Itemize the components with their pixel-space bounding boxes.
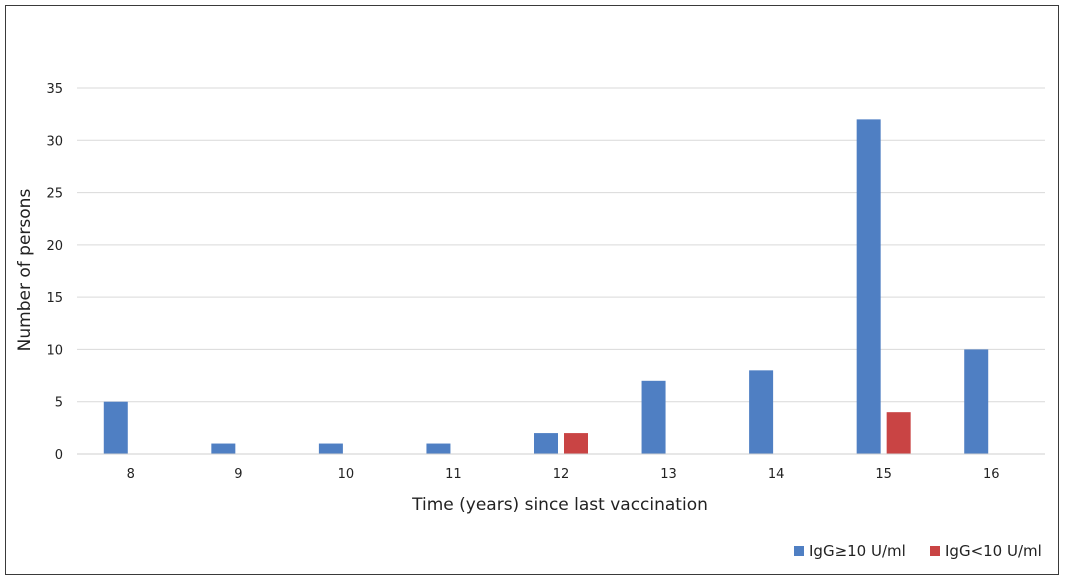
x-tick-label: 10 — [338, 467, 355, 482]
x-tick-label: 16 — [983, 467, 1000, 482]
bar-series-1-15 — [856, 119, 881, 454]
x-tick-label: 11 — [445, 467, 462, 482]
y-tick-label: 5 — [55, 396, 63, 411]
y-tick-label: 15 — [46, 291, 63, 306]
x-axis-title: Time (years) since last vaccination — [411, 495, 708, 515]
legend-label-series-1: IgG≥10 U/ml — [809, 542, 906, 560]
y-tick-label: 0 — [55, 448, 63, 463]
y-axis-title: Number of persons — [15, 189, 35, 352]
bar-series-2-15 — [886, 412, 911, 454]
x-tick-label: 12 — [553, 467, 570, 482]
y-tick-label: 25 — [46, 187, 63, 202]
y-tick-label: 30 — [46, 134, 63, 149]
y-tick-label: 10 — [46, 343, 63, 358]
bar-series-1-13 — [641, 380, 666, 454]
bar-series-1-14 — [749, 370, 774, 454]
bar-series-1-8 — [103, 401, 128, 454]
bar-chart: 0 5 10 15 20 25 30 35 8 9 10 11 12 13 14 15 16 Number o… — [15, 82, 1045, 560]
legend-swatch-series-2 — [930, 546, 940, 556]
bar-series-2-12 — [564, 433, 588, 454]
bar-series-1-12 — [534, 433, 558, 454]
y-tick-labels: 0 5 10 15 20 25 30 35 — [46, 82, 63, 463]
bar-series-1-16 — [964, 349, 989, 454]
legend-label-series-2: IgG<10 U/ml — [945, 542, 1042, 560]
x-tick-label: 13 — [660, 467, 677, 482]
y-tick-label: 20 — [46, 239, 63, 254]
bar-series-1-9 — [211, 443, 236, 454]
bars — [103, 119, 989, 454]
bar-series-1-11 — [426, 443, 451, 454]
x-tick-label: 9 — [234, 467, 242, 482]
x-tick-label: 14 — [768, 467, 785, 482]
legend: IgG≥10 U/ml IgG<10 U/ml — [794, 542, 1042, 560]
bar-series-1-10 — [318, 443, 343, 454]
y-tick-label: 35 — [46, 82, 63, 97]
legend-swatch-series-1 — [794, 546, 804, 556]
gridlines — [77, 87, 1045, 403]
chart-frame — [5, 5, 1059, 575]
x-tick-label: 8 — [127, 467, 135, 482]
x-tick-label: 15 — [875, 467, 892, 482]
x-tick-labels: 8 9 10 11 12 13 14 15 16 — [127, 467, 1000, 482]
